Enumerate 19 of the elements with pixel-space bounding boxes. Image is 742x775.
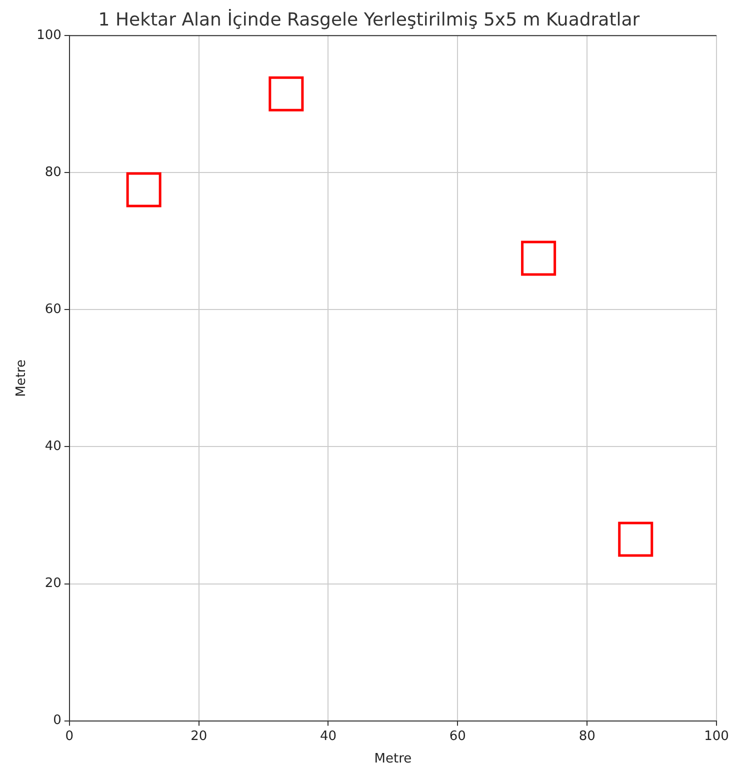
point [521, 240, 556, 276]
y-tick-label: 80 [44, 165, 62, 180]
x-tick-label: 80 [578, 728, 596, 744]
chart-title: 1 Hektar Alan İçinde Rasgele Yerleştirilmiş 5x5 m Kuadratlar [98, 8, 640, 30]
y-tick-label: 100 [36, 28, 62, 43]
x-axis-title: Metre [374, 752, 412, 767]
x-tick-label: 20 [190, 728, 208, 744]
x-tick-label: 40 [320, 728, 337, 744]
x-tick-label: 0 [65, 728, 74, 744]
x-tick-label: 60 [449, 728, 466, 744]
y-tick-label: 0 [53, 713, 62, 728]
y-tick-label: 20 [44, 576, 62, 592]
x-tick-label: 100 [704, 728, 729, 744]
y-tick-label: 40 [44, 439, 62, 454]
point [268, 76, 304, 112]
y-tick-label: 60 [44, 302, 62, 318]
point [618, 522, 654, 557]
point [126, 172, 162, 208]
y-axis-title: Metre [14, 360, 30, 397]
